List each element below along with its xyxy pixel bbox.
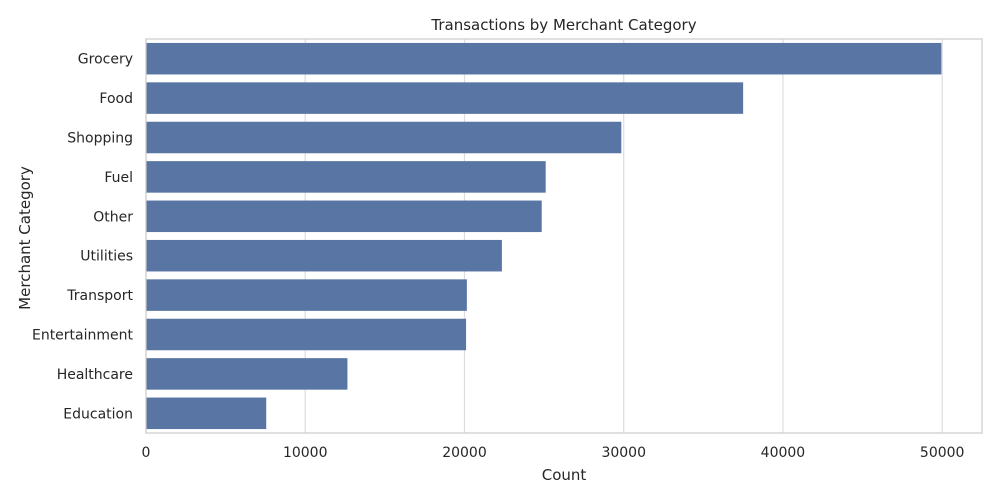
x-tick-label: 30000 [601, 445, 646, 461]
x-tick-label: 40000 [761, 445, 806, 461]
y-category-labels: Grocery Food Shopping Fuel Other Utilities Tra… [32, 52, 134, 423]
category-label: Entertainment [32, 328, 134, 344]
x-tick-label: 20000 [442, 445, 487, 461]
x-tick-label: 10000 [283, 445, 328, 461]
category-label: Other [93, 209, 133, 225]
plot-frame [145, 38, 983, 434]
bar-other [146, 200, 542, 233]
bar-healthcare [146, 358, 348, 390]
bar-education [146, 397, 267, 430]
bar-entertainment [146, 318, 467, 351]
category-label: Grocery [78, 52, 133, 68]
bar-food [146, 82, 744, 114]
bar-grocery [146, 42, 942, 75]
bar-transport [146, 279, 467, 311]
category-label: Utilities [80, 249, 133, 265]
bar-utilities [146, 239, 502, 272]
category-label: Transport [66, 288, 133, 304]
x-tick-label: 0 [142, 445, 151, 461]
category-label: Shopping [67, 131, 133, 147]
category-label: Healthcare [57, 367, 133, 383]
bars [146, 42, 942, 430]
x-tick-label: 50000 [920, 445, 965, 461]
category-label: Fuel [104, 170, 133, 186]
bar-fuel [146, 161, 546, 193]
category-label: Food [99, 91, 133, 107]
x-tick-labels: 0 10000 20000 30000 40000 50000 [142, 445, 965, 461]
y-axis-title: Merchant Category [16, 166, 34, 310]
category-label: Education [63, 406, 133, 422]
x-axis-title: Count [542, 466, 587, 484]
bar-shopping [146, 121, 622, 154]
chart-title: Transactions by Merchant Category [430, 16, 696, 34]
